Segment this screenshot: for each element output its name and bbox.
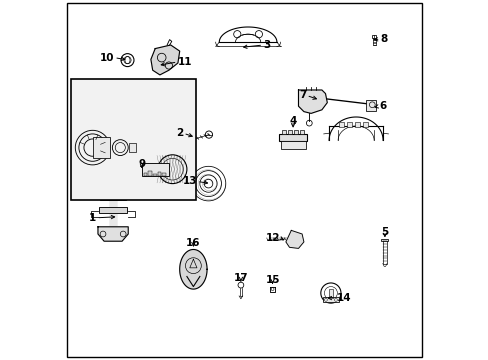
Bar [366,100,375,111]
Bar [328,289,332,297]
Bar [287,130,292,134]
Bar [148,171,152,176]
Bar [280,141,305,149]
Bar [142,163,168,176]
Bar [92,137,110,158]
Polygon shape [98,227,128,241]
Polygon shape [110,180,116,227]
Bar [354,122,359,127]
Text: 3: 3 [263,40,270,50]
Bar [158,172,161,176]
Text: 11: 11 [177,57,192,67]
Polygon shape [285,230,303,248]
Text: 1: 1 [89,213,96,223]
Text: 16: 16 [186,238,200,248]
Polygon shape [298,90,326,113]
Text: 17: 17 [233,273,248,283]
Bar [129,143,136,152]
Text: 10: 10 [100,53,114,63]
Bar [371,35,375,38]
Text: 4: 4 [289,116,296,126]
Text: 9: 9 [138,159,145,169]
Bar [282,130,285,134]
Text: 8: 8 [380,34,387,44]
Text: 14: 14 [336,293,350,303]
Text: 15: 15 [265,275,279,285]
Bar [101,194,125,200]
Bar [322,297,338,302]
Text: 2: 2 [176,128,183,138]
Polygon shape [180,249,206,289]
Bar [299,130,304,134]
Bar [71,79,196,200]
Polygon shape [151,45,179,75]
Bar [102,181,123,187]
Text: 6: 6 [378,101,386,111]
Bar [278,134,307,141]
Bar [362,122,367,127]
Bar [346,122,351,127]
Text: 5: 5 [381,227,388,237]
Bar [381,239,387,241]
Bar [99,207,127,213]
Text: 12: 12 [265,233,280,243]
Bar [143,173,147,176]
Text: 7: 7 [299,90,306,100]
Bar [293,130,298,134]
Text: 13: 13 [182,176,197,186]
Bar [153,174,156,176]
Bar [162,173,166,176]
Bar [339,122,344,127]
